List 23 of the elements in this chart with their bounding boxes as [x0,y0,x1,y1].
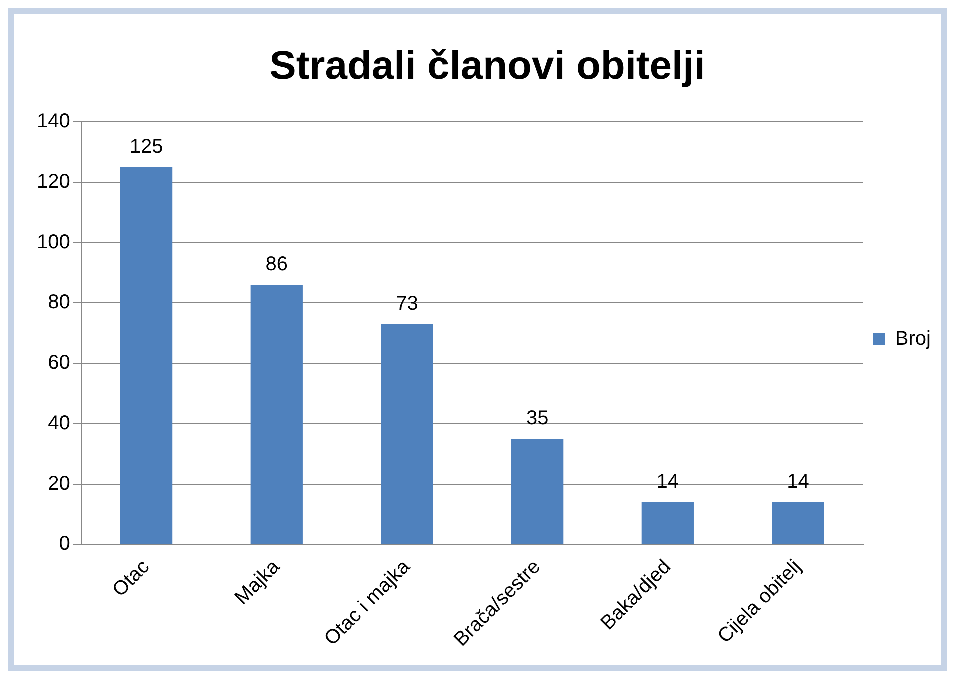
y-tick-label: 20 [48,472,70,495]
y-tick-label: 60 [48,352,70,374]
data-label: 125 [130,136,164,158]
y-tick-label: 120 [36,170,70,193]
data-label: 14 [787,470,810,493]
data-label: 14 [656,470,680,493]
y-tick-label: 40 [48,412,70,434]
data-label: 86 [266,254,288,276]
y-tick-label: 0 [59,533,70,556]
bar [250,285,303,544]
y-tick-label: 80 [48,292,70,314]
bar [642,502,694,544]
bar [772,502,824,544]
data-label: 35 [526,408,549,430]
data-label: 73 [396,292,418,315]
y-tick-label: 100 [36,231,70,254]
legend-label: Broj [895,328,932,350]
x-tick-label: Otac [108,556,154,602]
chart-title: Stradali članovi obitelji [270,44,706,88]
bar [512,438,564,544]
bar [120,167,173,544]
bar [381,324,434,544]
y-tick-label: 140 [36,110,70,133]
